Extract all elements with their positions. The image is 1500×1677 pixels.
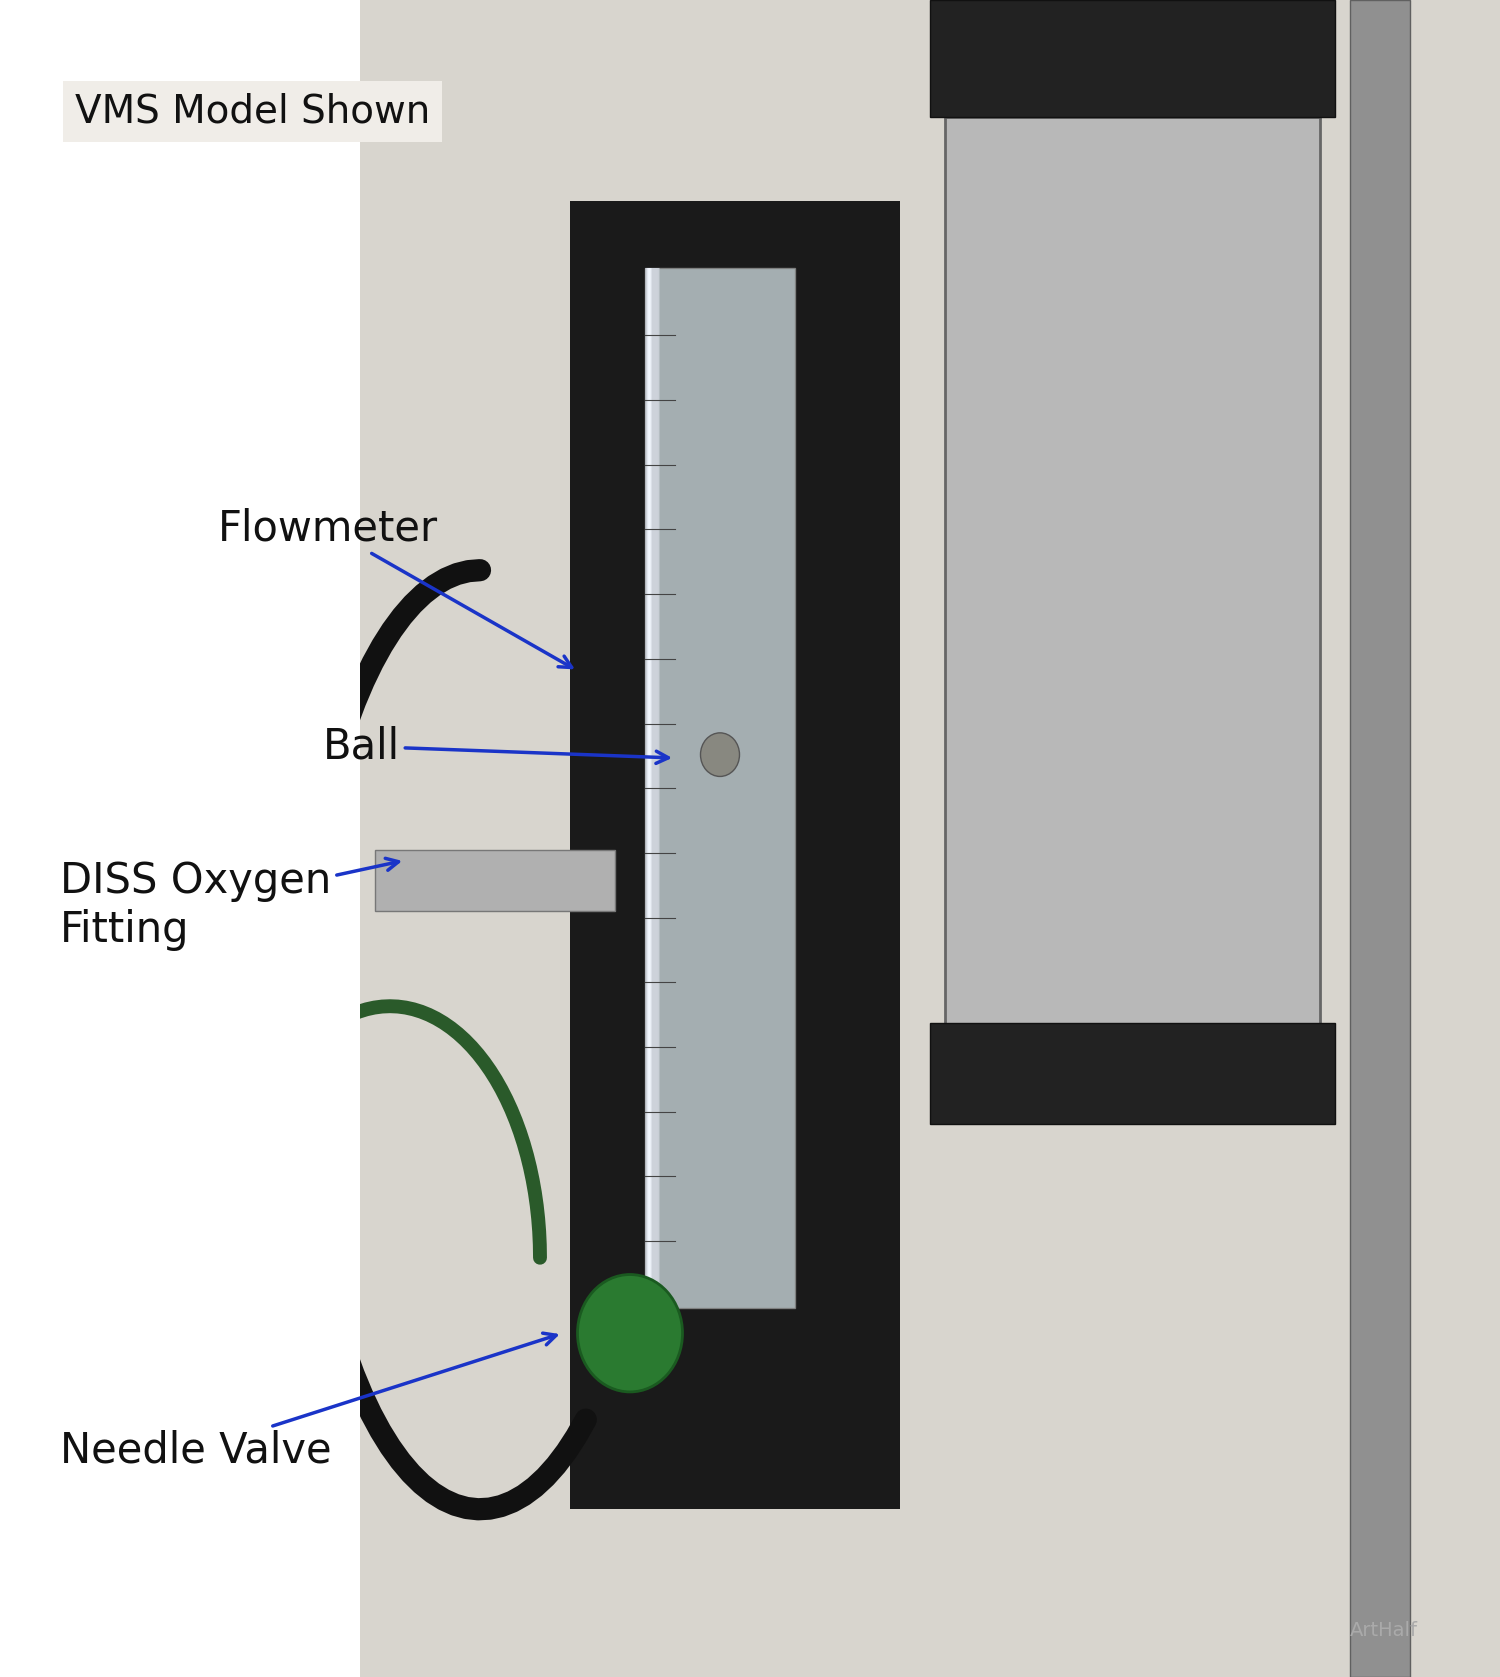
Bar	[652, 268, 660, 1308]
Text: Needle Valve: Needle Valve	[60, 1333, 556, 1472]
Bar	[648, 268, 656, 1308]
Bar	[645, 268, 795, 1308]
Bar	[651, 268, 658, 1308]
Bar	[1350, 0, 1410, 1677]
Text: DISS Oxygen
Fitting: DISS Oxygen Fitting	[60, 859, 399, 951]
Bar	[375, 850, 615, 911]
Bar	[650, 268, 657, 1308]
Text: Flowmeter: Flowmeter	[217, 506, 572, 667]
Bar	[650, 268, 657, 1308]
Text: ArtHalf: ArtHalf	[1350, 1622, 1418, 1640]
Bar	[645, 268, 652, 1308]
Bar	[651, 268, 658, 1308]
Bar	[930, 1023, 1335, 1124]
Bar	[651, 268, 660, 1308]
Bar	[648, 268, 654, 1308]
Circle shape	[578, 1275, 682, 1392]
Circle shape	[700, 733, 740, 776]
Bar	[648, 268, 656, 1308]
Bar	[646, 268, 654, 1308]
Bar	[645, 268, 652, 1308]
Bar	[930, 0, 1335, 117]
Bar	[330, 0, 1500, 1677]
Bar	[0, 0, 360, 1677]
Bar	[650, 268, 657, 1308]
Bar	[648, 268, 656, 1308]
Text: VMS Model Shown: VMS Model Shown	[75, 92, 430, 131]
Bar	[645, 268, 654, 1308]
Bar	[648, 268, 657, 1308]
Bar	[651, 268, 658, 1308]
Text: Ball: Ball	[322, 724, 669, 768]
Bar	[651, 268, 657, 1308]
Bar	[646, 268, 654, 1308]
Bar	[945, 117, 1320, 1040]
Bar	[570, 201, 900, 1509]
Bar	[646, 268, 654, 1308]
